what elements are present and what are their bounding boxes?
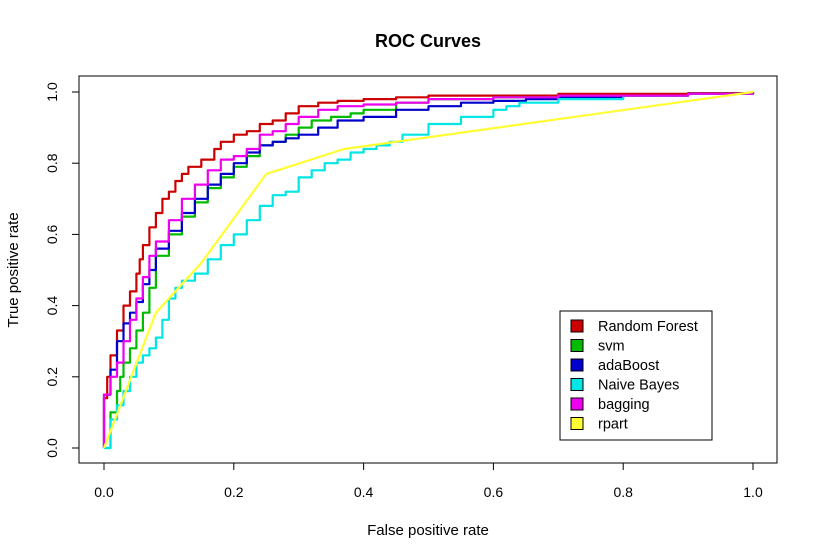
legend-box [559,310,713,441]
x-axis: 0.0 0.2 0.4 0.6 0.8 1.0 [94,462,763,500]
x-tick-label: 0.8 [613,484,633,500]
series-line-naive-bayes [104,92,755,450]
series-line-bagging [102,92,755,448]
legend-swatch-rpart [570,417,584,430]
x-tick-label: 0.6 [484,484,504,500]
series-layer [102,90,755,450]
series-line-random-forest [102,92,755,448]
legend-label-rpart: rpart [598,417,628,433]
x-axis-label: False positive rate [367,522,489,539]
series-line-rpart [102,90,754,449]
legend-label-random-forest: Random Forest [598,319,698,335]
chart-title: ROC Curves [375,31,481,51]
legend-label-svm: svm [598,339,625,355]
legend-label-naive-bayes: Naive Bayes [598,378,679,394]
legend: Random Forest svm adaBoost Naive Bayes baggi… [559,310,713,441]
legend-swatch-adaboost [570,358,584,372]
y-tick-label: 0.8 [44,153,60,173]
legend-swatch-svm [570,339,584,352]
x-tick-label: 0.0 [94,484,114,500]
x-tick-label: 0.4 [354,484,374,500]
legend-label-bagging: bagging [598,397,650,413]
legend-swatch-bagging [570,397,584,411]
y-tick-label: 1.0 [44,82,60,102]
x-tick-label: 0.2 [224,484,244,500]
y-tick-label: 0.6 [44,224,60,244]
y-tick-label: 0.4 [44,296,60,316]
legend-label-adaboost: adaBoost [598,358,659,374]
y-axis-label: True positive rate [5,212,22,327]
x-tick-label: 1.0 [743,484,763,500]
legend-swatch-random-forest [570,319,584,333]
y-tick-label: 0.0 [44,438,60,458]
y-tick-label: 0.2 [44,367,60,387]
legend-swatch-naive-bayes [570,378,584,391]
y-axis: 0.0 0.2 0.4 0.6 0.8 1.0 [44,82,80,458]
